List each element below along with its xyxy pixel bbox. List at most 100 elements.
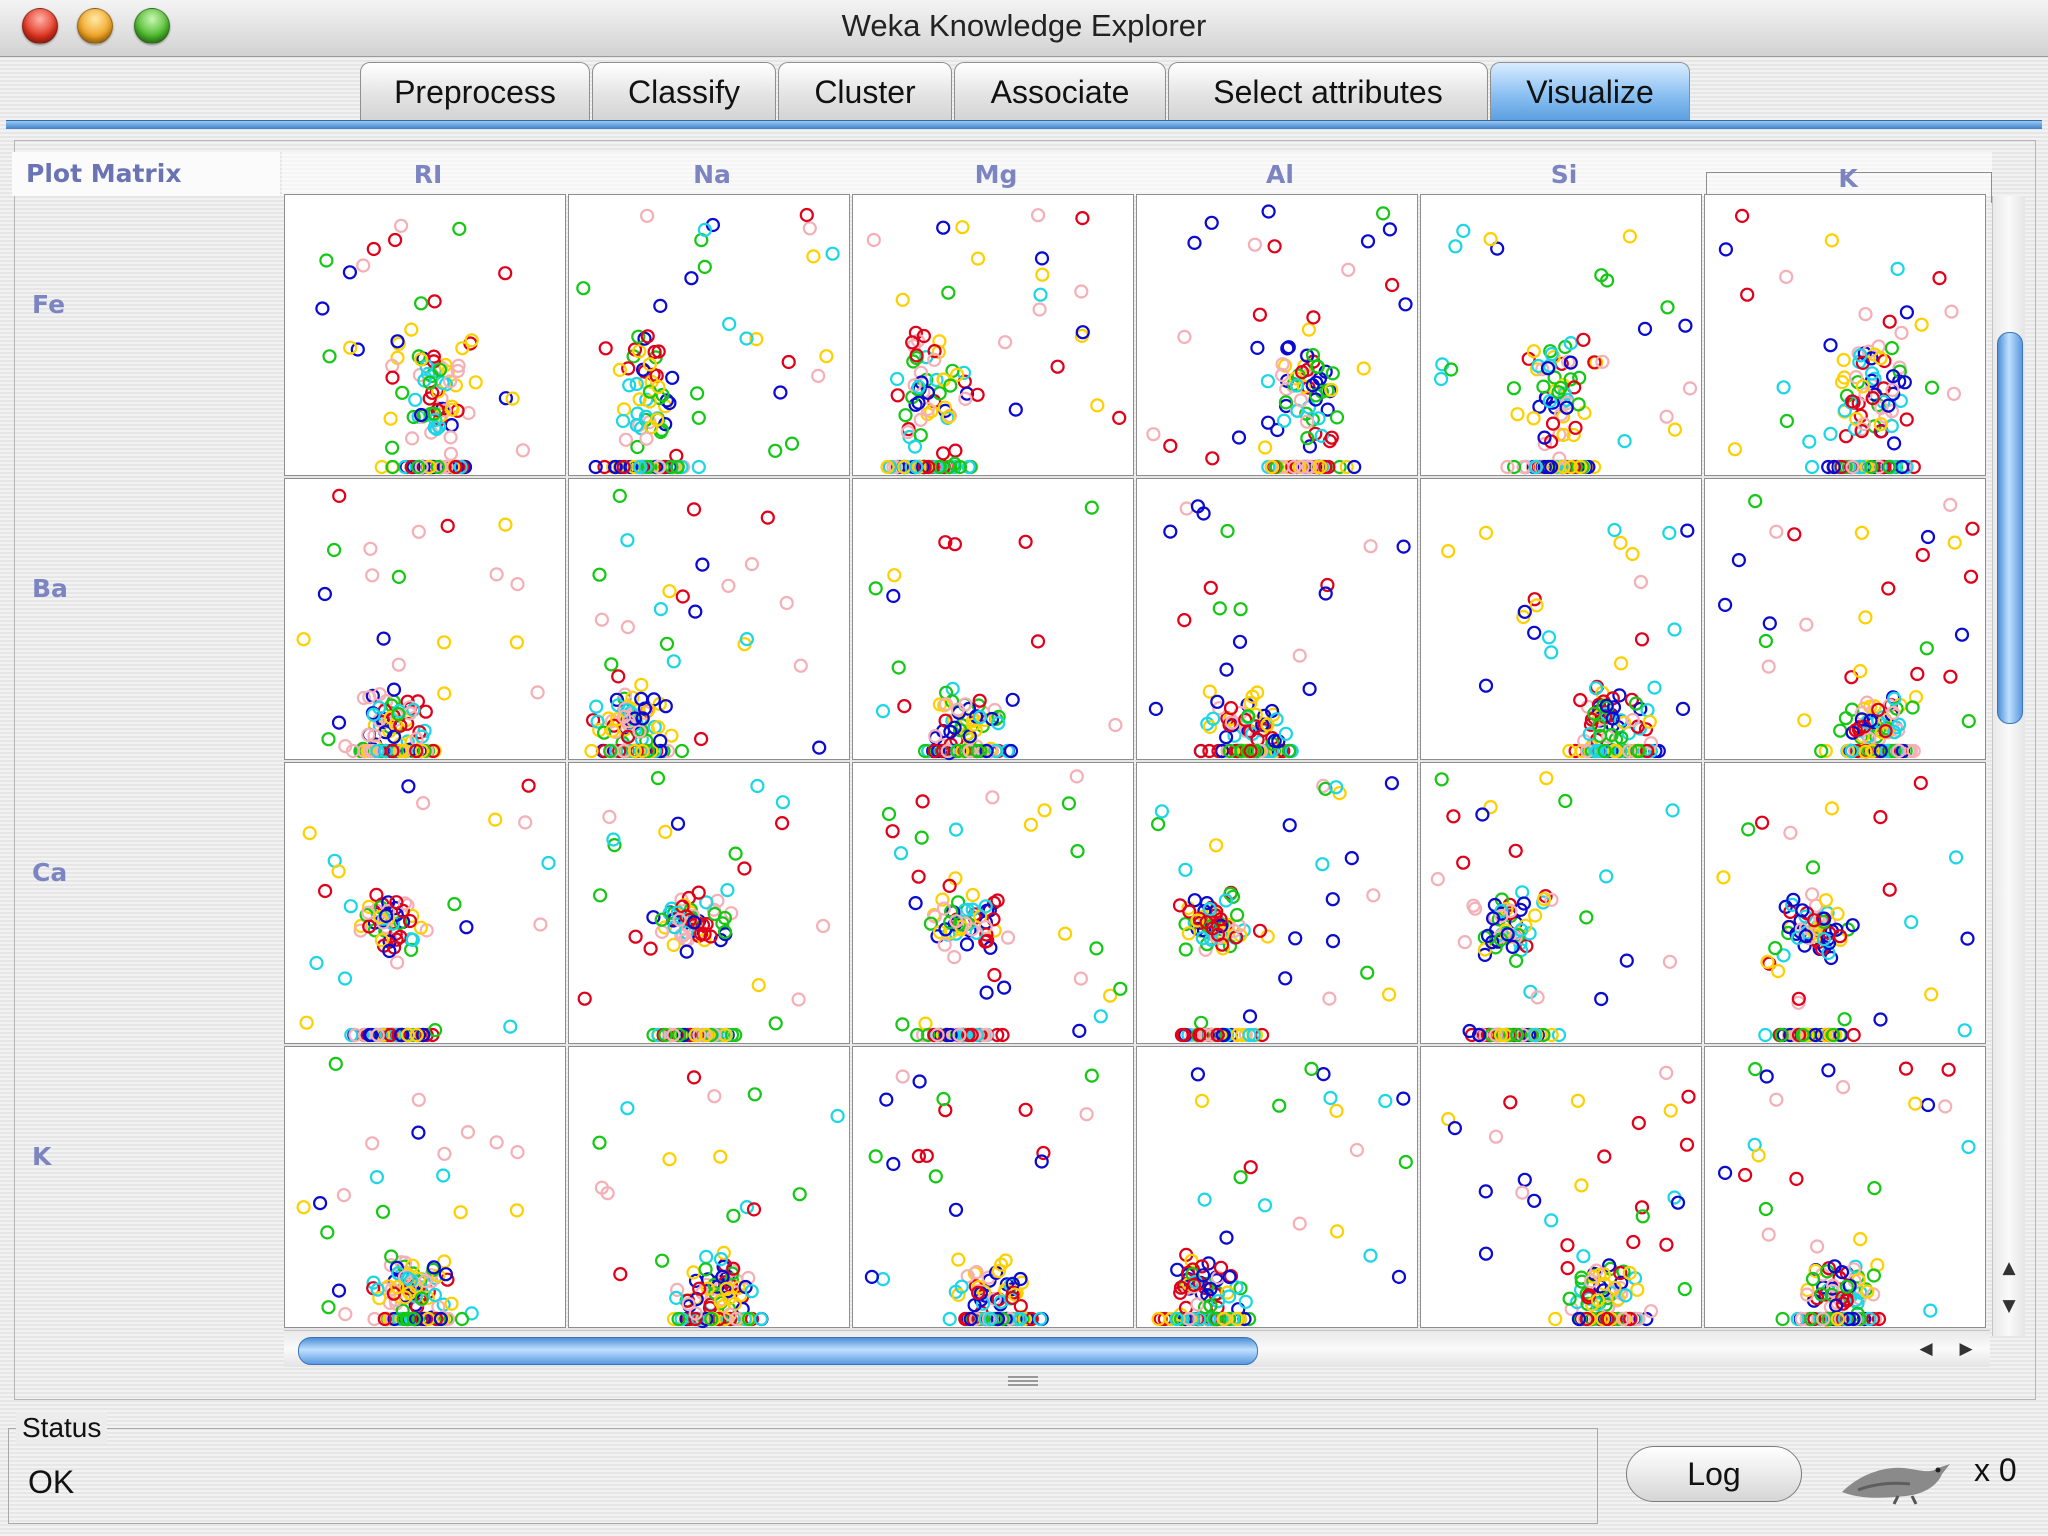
data-point <box>937 937 952 952</box>
data-point <box>370 1282 385 1297</box>
tab-preprocess[interactable]: Preprocess <box>360 62 590 120</box>
data-point <box>1640 743 1655 759</box>
plot-cell-ba-vs-mg[interactable] <box>852 478 1134 761</box>
data-point <box>1240 709 1256 724</box>
plot-cell-fe-vs-k[interactable] <box>1704 194 1986 476</box>
plot-cell-k-vs-na[interactable] <box>568 1046 850 1329</box>
data-point <box>365 1136 380 1151</box>
horizontal-scroll-thumb[interactable] <box>298 1337 1258 1365</box>
data-point <box>637 331 652 346</box>
vertical-scrollbar[interactable]: ▲ ▼ <box>1992 196 2025 1336</box>
plot-cell-k-vs-k[interactable] <box>1704 1046 1986 1328</box>
data-point <box>639 431 654 446</box>
data-point <box>943 724 958 739</box>
data-point <box>1187 235 1202 251</box>
data-point <box>1108 717 1123 733</box>
plot-cell-ba-vs-na[interactable] <box>568 478 850 760</box>
data-point <box>1488 1027 1504 1043</box>
plot-cell-fe-vs-si[interactable] <box>1420 194 1702 476</box>
data-point <box>911 1148 927 1164</box>
data-point <box>1659 1237 1674 1252</box>
data-point <box>1478 1246 1494 1261</box>
data-point <box>1563 372 1578 387</box>
data-point <box>991 709 1006 724</box>
log-button[interactable]: Log <box>1626 1446 1802 1502</box>
data-point <box>751 978 766 993</box>
data-point <box>1396 539 1411 554</box>
title-bar: Weka Knowledge Explorer <box>0 0 2048 57</box>
data-point <box>1867 1181 1882 1196</box>
scroll-down-arrow-icon[interactable]: ▼ <box>2002 1296 2016 1316</box>
vertical-scroll-thumb[interactable] <box>1997 332 2023 724</box>
plot-cell-k-vs-ri[interactable] <box>284 1046 566 1328</box>
data-point <box>936 220 951 235</box>
data-point <box>386 682 402 697</box>
plot-cell-k-vs-si[interactable] <box>1420 1046 1702 1328</box>
data-point <box>1288 931 1303 946</box>
plot-cell-ca-vs-k[interactable] <box>1704 762 1986 1044</box>
data-point <box>1341 262 1356 277</box>
data-point <box>684 271 699 286</box>
scroll-right-arrow-icon[interactable]: ▶ <box>1959 1339 1973 1359</box>
data-point <box>405 932 420 947</box>
tab-cluster[interactable]: Cluster <box>778 62 952 120</box>
data-point <box>1347 459 1362 475</box>
data-point <box>1874 400 1889 415</box>
data-point <box>658 1027 673 1043</box>
plot-cell-ca-vs-al[interactable] <box>1136 762 1418 1044</box>
data-point <box>669 1290 684 1305</box>
plot-cell-ba-vs-al[interactable] <box>1136 478 1418 760</box>
minimize-light-icon[interactable] <box>77 8 113 44</box>
data-point <box>659 636 675 651</box>
tab-visualize[interactable]: Visualize <box>1490 62 1690 120</box>
task-count: x 0 <box>1974 1452 2017 1488</box>
data-point <box>1667 422 1682 437</box>
plot-cell-ca-vs-si[interactable] <box>1420 762 1702 1044</box>
plot-cell-ca-vs-mg[interactable] <box>852 762 1134 1044</box>
scroll-left-arrow-icon[interactable]: ◀ <box>1919 1339 1933 1359</box>
data-point <box>1734 208 1750 223</box>
data-point <box>384 1249 399 1264</box>
plot-cell-fe-vs-al[interactable] <box>1136 194 1418 476</box>
scroll-up-arrow-icon[interactable]: ▲ <box>2002 1258 2016 1278</box>
close-light-icon[interactable] <box>22 8 58 44</box>
plot-cell-k-vs-mg[interactable] <box>852 1046 1134 1328</box>
plot-cell-fe-vs-ri[interactable] <box>284 194 566 476</box>
data-point <box>698 1262 713 1277</box>
data-point <box>811 368 826 383</box>
plot-cell-ca-vs-ri[interactable] <box>284 762 566 1044</box>
data-point <box>618 432 634 447</box>
data-point <box>979 985 994 1000</box>
horizontal-scrollbar[interactable]: ◀ ▶ <box>284 1330 1990 1367</box>
data-point <box>1219 1230 1234 1245</box>
data-point <box>1478 1184 1493 1199</box>
data-point <box>1905 700 1920 715</box>
split-pane-grip[interactable] <box>1008 1376 1038 1386</box>
tab-select-attributes[interactable]: Select attributes <box>1168 62 1488 120</box>
data-point <box>941 285 956 300</box>
data-point <box>1221 1311 1237 1327</box>
plot-cell-fe-vs-mg[interactable] <box>852 194 1134 476</box>
data-point <box>679 944 694 959</box>
plot-cell-fe-vs-na[interactable] <box>568 194 850 476</box>
data-point <box>1190 913 1205 928</box>
plot-cell-ca-vs-na[interactable] <box>568 762 850 1044</box>
data-point <box>1821 1063 1836 1078</box>
tab-classify[interactable]: Classify <box>592 62 776 120</box>
data-point <box>666 1027 681 1043</box>
data-point <box>450 363 465 379</box>
plot-cell-k-vs-al[interactable] <box>1136 1046 1418 1328</box>
data-point <box>389 932 404 947</box>
data-point <box>927 909 943 924</box>
data-point <box>350 342 365 357</box>
zoom-light-icon[interactable] <box>134 8 170 44</box>
data-point <box>1448 239 1463 254</box>
weka-bird-icon <box>1842 1464 1950 1505</box>
data-point <box>1282 818 1297 833</box>
plot-cell-ba-vs-si[interactable] <box>1420 478 1702 760</box>
data-point <box>1318 459 1333 475</box>
plot-cell-ba-vs-k[interactable] <box>1704 478 1986 760</box>
tab-associate[interactable]: Associate <box>954 62 1166 120</box>
data-point <box>427 294 442 309</box>
plot-cell-ba-vs-ri[interactable] <box>284 478 566 760</box>
